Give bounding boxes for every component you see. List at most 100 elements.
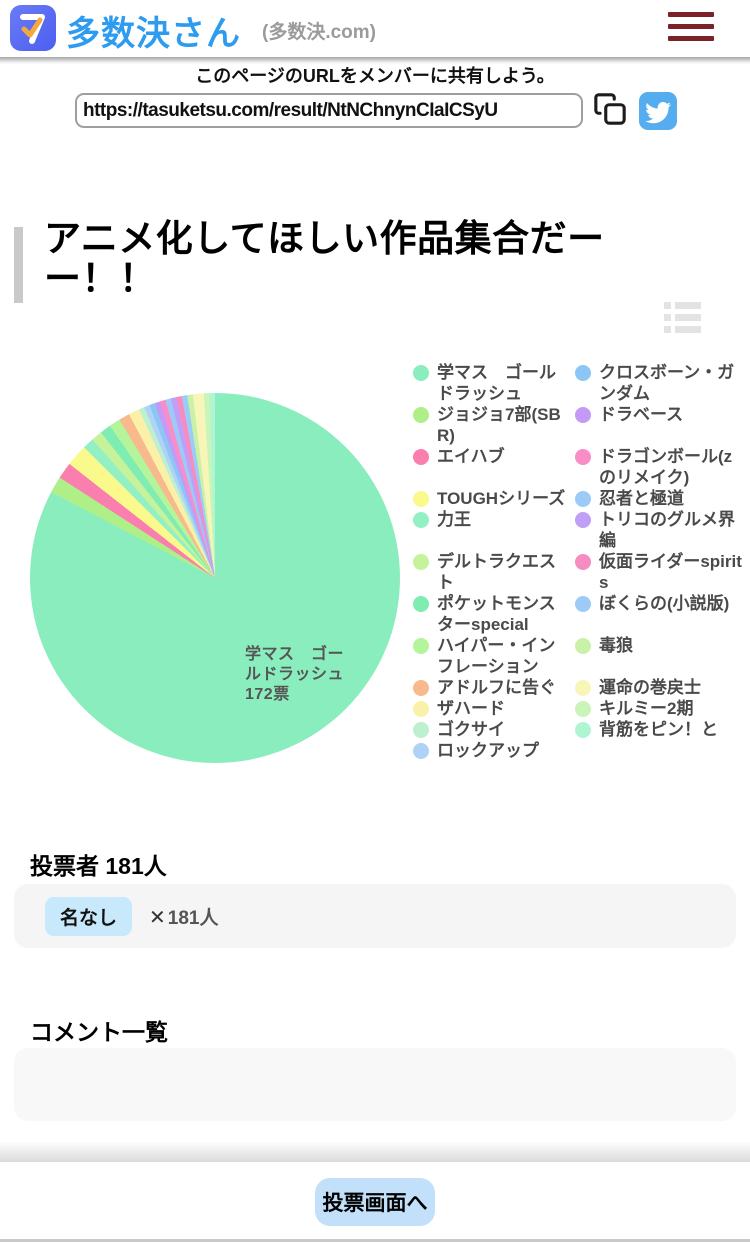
legend-color-dot — [575, 638, 591, 654]
legend-label: クロスボーン・ガンダム — [599, 363, 735, 403]
hamburger-menu-icon[interactable] — [668, 12, 714, 46]
legend-item: ジョジョ7部(SBR) — [413, 404, 575, 446]
legend-item: エイハブ — [413, 446, 575, 488]
page-title: アニメ化してほしい作品集合だーー！！ — [44, 218, 605, 299]
view-toggle — [606, 298, 736, 340]
legend-color-dot — [575, 680, 591, 696]
legend-label: 運命の巻戻士 — [599, 678, 701, 697]
site-title[interactable]: 多数決さん — [66, 15, 241, 53]
legend-color-dot — [575, 596, 591, 612]
legend-item: ロックアップ — [413, 740, 575, 761]
page-bottom-line — [0, 1239, 750, 1242]
legend-color-dot — [413, 596, 429, 612]
legend-label: アドルフに告ぐ — [437, 678, 556, 697]
legend-item: 毒狼 — [575, 635, 750, 677]
pie-slice-label: 学マス ゴー ルドラッシュ 172票 — [245, 646, 345, 703]
title-accent-bar — [14, 227, 23, 303]
legend-item: 学マス ゴールドラッシュ — [413, 362, 575, 404]
legend-color-dot — [413, 743, 429, 759]
hamburger-bar — [668, 12, 714, 17]
twitter-icon[interactable] — [639, 92, 677, 130]
legend-label: ザハード — [437, 699, 505, 718]
legend-label: ロックアップ — [437, 741, 539, 760]
comments-list-box — [14, 1048, 736, 1121]
header: 多数決さん (多数決.com) — [0, 0, 750, 57]
legend-label: ゴクサイ — [437, 720, 505, 739]
legend-color-dot — [413, 722, 429, 738]
legend-label: ハイパー・インフレーション — [437, 636, 556, 676]
share-message: このページのURLをメンバーに共有しよう。 — [195, 66, 555, 86]
legend-label: 仮面ライダーspirits — [599, 552, 742, 592]
chart-legend: 学マス ゴールドラッシュ クロスボーン・ガンダム ジョジョ7部(SBR) ドラベースエ… — [413, 362, 750, 761]
legend-item: ゴクサイ — [413, 719, 575, 740]
legend-label: ドラベース — [599, 405, 684, 424]
legend-label: 力王 — [437, 510, 471, 529]
legend-label: ぼくらの(小説版) — [599, 594, 730, 613]
legend-item: トリコのグルメ界編 — [575, 509, 750, 551]
hamburger-bar — [668, 36, 714, 41]
go-to-vote-button[interactable]: 投票画面へ — [315, 1178, 435, 1226]
legend-color-dot — [575, 722, 591, 738]
legend-item: キルミー2期 — [575, 698, 750, 719]
legend-color-dot — [575, 365, 591, 381]
legend-label: 学マス ゴールドラッシュ — [437, 363, 556, 403]
legend-label: キルミー2期 — [599, 699, 694, 718]
legend-item: 忍者と極道 — [575, 488, 750, 509]
legend-item: 力王 — [413, 509, 575, 551]
voter-tag-count: ✕ 181人 — [149, 903, 218, 930]
voter-count-label: 181人 — [167, 908, 219, 929]
legend-color-dot — [413, 554, 429, 570]
pie-chart — [30, 393, 400, 763]
legend-label: ポケットモンスターspecial — [437, 594, 556, 634]
times-icon: ✕ — [149, 907, 166, 929]
legend-color-dot — [413, 512, 429, 528]
legend-color-dot — [575, 407, 591, 423]
legend-color-dot — [413, 701, 429, 717]
legend-color-dot — [413, 365, 429, 381]
tasuketsu-logo-icon[interactable] — [10, 5, 56, 51]
legend-item: ポケットモンスターspecial — [413, 593, 575, 635]
legend-item: アドルフに告ぐ — [413, 677, 575, 698]
legend-color-dot — [575, 449, 591, 465]
legend-label: 毒狼 — [599, 636, 633, 655]
legend-label: 忍者と極道 — [599, 489, 684, 508]
legend-label: TOUGHシリーズ — [437, 489, 566, 508]
site-subtitle: (多数決.com) — [262, 22, 377, 43]
footer: 投票画面へ — [0, 1162, 750, 1240]
header-shadow — [0, 57, 750, 65]
voters-box: 名なし ✕ 181人 — [14, 884, 736, 948]
copy-icon[interactable] — [592, 91, 628, 129]
legend-color-dot — [575, 701, 591, 717]
legend-item: ドラゴンボール(zのリメイク) — [575, 446, 750, 488]
legend-color-dot — [575, 554, 591, 570]
legend-item: 運命の巻戻士 — [575, 677, 750, 698]
comments-heading: コメント一覧 — [30, 1019, 168, 1045]
legend-color-dot — [413, 491, 429, 507]
legend-item: クロスボーン・ガンダム — [575, 362, 750, 404]
legend-item: TOUGHシリーズ — [413, 488, 575, 509]
voter-tag-badge[interactable]: 名なし — [45, 897, 133, 936]
legend-color-dot — [575, 491, 591, 507]
legend-color-dot — [413, 638, 429, 654]
share-url-input[interactable] — [75, 93, 583, 128]
legend-label: トリコのグルメ界編 — [599, 510, 735, 550]
legend-item: ぼくらの(小説版) — [575, 593, 750, 635]
voters-heading: 投票者 181人 — [30, 853, 167, 879]
legend-color-dot — [413, 449, 429, 465]
legend-item: ハイパー・インフレーション — [413, 635, 575, 677]
legend-label: エイハブ — [437, 447, 505, 466]
legend-label: 背筋をピン！と — [599, 720, 718, 739]
legend-item: デルトラクエスト — [413, 551, 575, 593]
legend-label: デルトラクエスト — [437, 552, 556, 592]
legend-color-dot — [413, 680, 429, 696]
legend-color-dot — [575, 512, 591, 528]
legend-item: 仮面ライダーspirits — [575, 551, 750, 593]
list-view-icon[interactable] — [664, 300, 704, 340]
bottom-shadow — [0, 1141, 750, 1162]
legend-label: ドラゴンボール(zのリメイク) — [599, 447, 733, 487]
hamburger-bar — [668, 24, 714, 29]
legend-item: ドラベース — [575, 404, 750, 446]
legend-color-dot — [413, 407, 429, 423]
legend-label: ジョジョ7部(SBR) — [437, 405, 561, 445]
